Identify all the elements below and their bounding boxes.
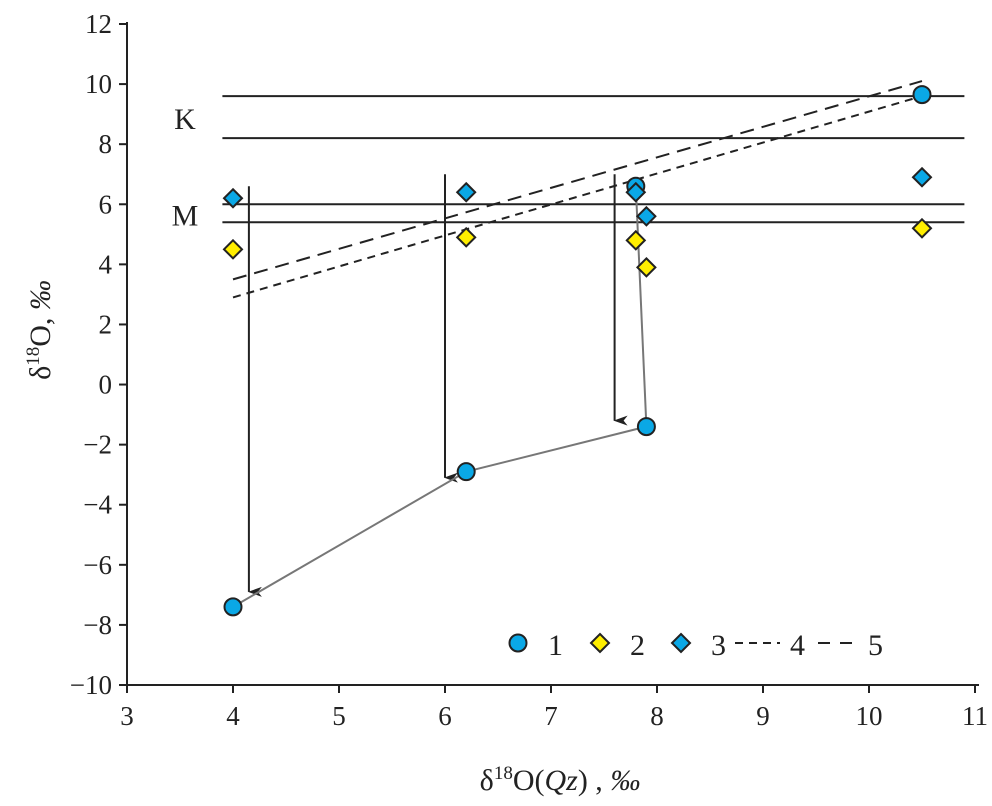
point-series-2	[635, 256, 657, 278]
point-series-2	[222, 238, 244, 260]
point-series-3	[455, 181, 477, 203]
x-tick-label: 8	[650, 701, 664, 731]
legend-marker-2	[589, 632, 611, 654]
x-tick-label: 7	[544, 701, 558, 731]
x-tick-label: 4	[226, 701, 240, 731]
point-series-2	[911, 217, 933, 239]
x-tick-label: 6	[438, 701, 452, 731]
legend-label-4: 4	[790, 629, 805, 662]
legend-label-2: 2	[630, 629, 645, 662]
trend-line-4	[232, 95, 923, 299]
x-tick-label: 11	[962, 701, 988, 731]
y-tick-label: −2	[83, 430, 112, 460]
x-axis-label: δ18O(Qz) , ‰	[480, 763, 641, 797]
y-tick-label: −4	[83, 490, 112, 520]
y-tick-label: −10	[70, 670, 112, 700]
legend-label-1: 1	[548, 629, 563, 662]
y-tick-label: 0	[99, 370, 113, 400]
x-tick-label: 5	[332, 701, 346, 731]
x-tick-label: 10	[856, 701, 883, 731]
y-tick-label: 12	[85, 9, 112, 39]
point-series-3	[911, 166, 933, 188]
band-label: M	[172, 199, 199, 232]
legend-label-5: 5	[868, 629, 883, 662]
y-axis-label: δ18O, ‰	[23, 280, 57, 380]
y-tick-label: 10	[85, 69, 112, 99]
trend-line-5	[232, 80, 923, 281]
connector-line	[232, 186, 648, 608]
y-tick-label: 8	[99, 129, 113, 159]
y-tick-label: 4	[99, 249, 113, 279]
x-tick-label: 9	[756, 701, 770, 731]
legend-marker-3	[670, 632, 692, 654]
legend-marker-1	[508, 633, 528, 653]
legend-label-3: 3	[711, 629, 726, 662]
point-series-3	[625, 181, 647, 203]
legend: 1 2 3 4 5	[508, 629, 883, 662]
point-series-3	[222, 187, 244, 209]
x-tick-label: 3	[120, 701, 134, 731]
point-series-2	[625, 229, 647, 251]
y-tick-label: −6	[83, 550, 112, 580]
point-series-1	[456, 462, 476, 482]
point-series-2	[455, 226, 477, 248]
band-label: K	[174, 103, 196, 136]
point-series-3	[635, 205, 657, 227]
y-tick-label: 6	[99, 189, 113, 219]
y-tick-label: −8	[83, 610, 112, 640]
point-series-1	[223, 597, 243, 617]
y-tick-label: 2	[99, 309, 113, 339]
point-series-1	[636, 417, 656, 437]
point-series-1	[912, 85, 932, 105]
